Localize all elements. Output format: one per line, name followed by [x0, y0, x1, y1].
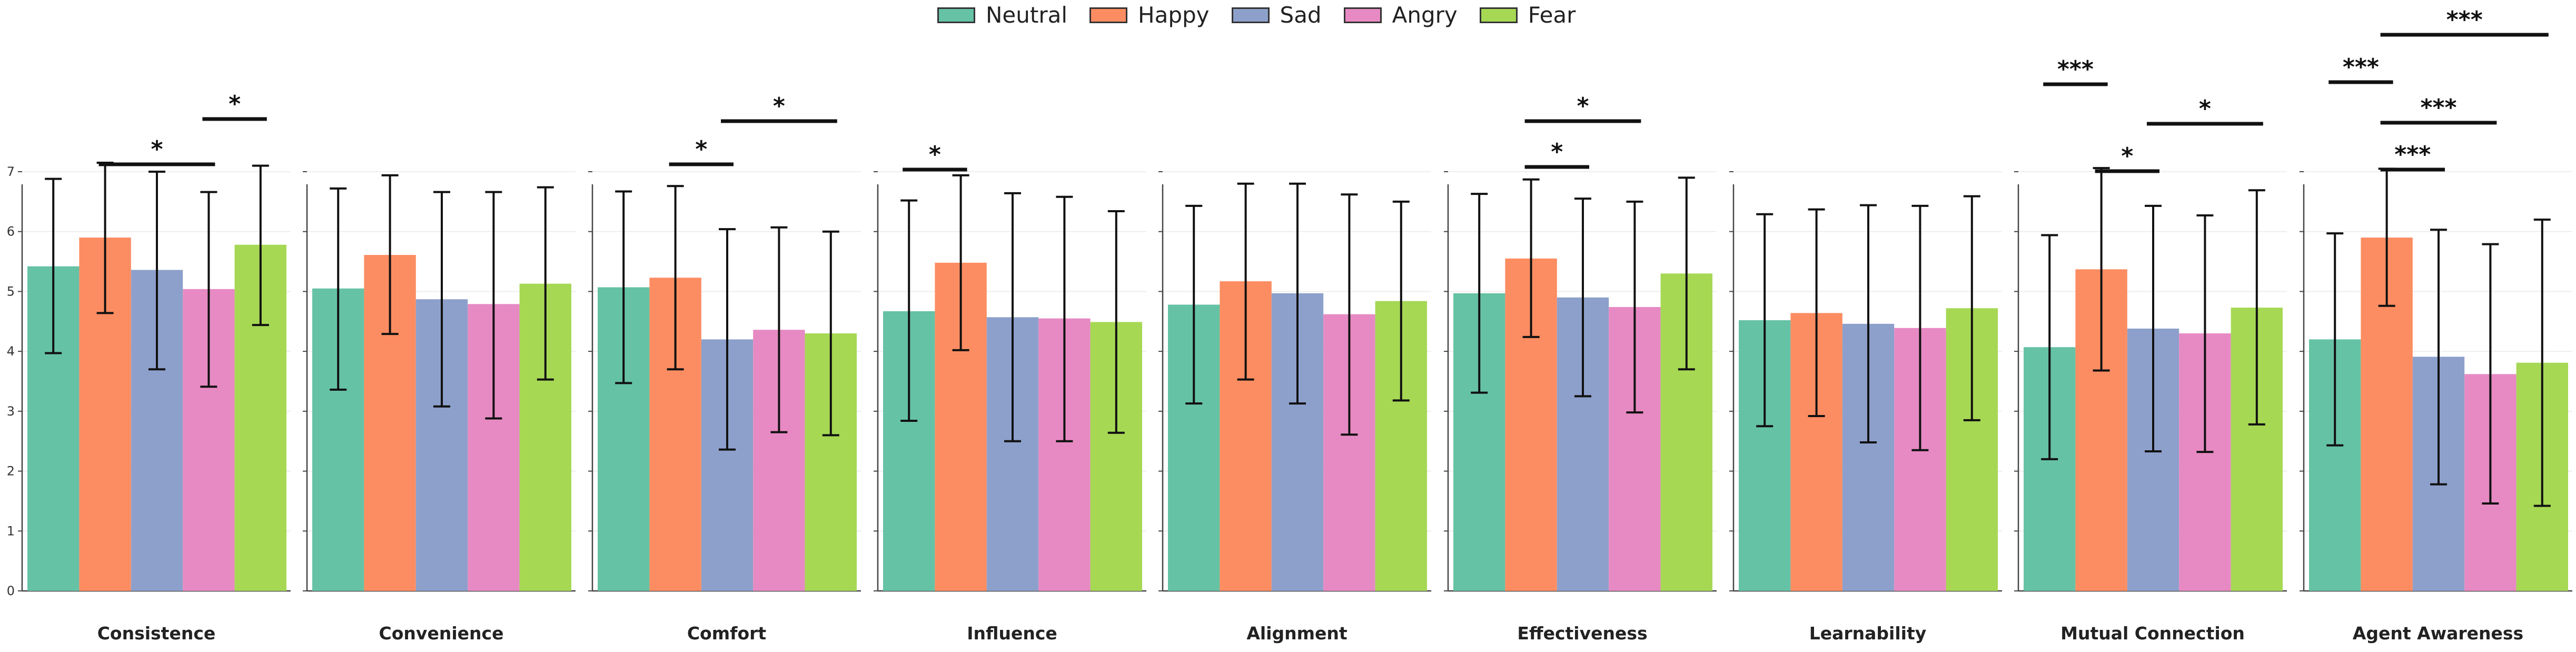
legend-label-happy: Happy [1138, 2, 1210, 28]
legend-item-angry: Angry [1343, 2, 1458, 28]
comfort-panel-title: Comfort [687, 623, 767, 644]
comfort-significance-label: * [695, 136, 707, 163]
agent-awareness-significance-label: *** [2420, 94, 2456, 121]
y-tick-label-4: 4 [7, 344, 15, 359]
comfort-significance-label: * [773, 93, 785, 120]
mutual-connection-significance-label: *** [2057, 56, 2094, 83]
agent-awareness-significance-label: *** [2343, 54, 2379, 81]
consistence-panel-title: Consistence [97, 623, 216, 644]
influence-panel-title: Influence [967, 623, 1057, 644]
legend-item-neutral: Neutral [937, 2, 1067, 28]
consistence-significance-label: * [151, 136, 163, 163]
legend-swatch-neutral [937, 7, 975, 23]
y-tick-label-7: 7 [7, 164, 15, 179]
legend-swatch-angry [1343, 7, 1382, 23]
consistence-significance-label: * [229, 91, 241, 117]
legend-item-fear: Fear [1479, 2, 1576, 28]
agent-awareness-significance-label: *** [2446, 6, 2483, 33]
y-tick-label-3: 3 [7, 404, 15, 419]
agent-awareness-significance-label: *** [2394, 141, 2431, 168]
legend-swatch-sad [1231, 7, 1270, 23]
effectiveness-significance-label: * [1577, 93, 1589, 120]
legend-label-fear: Fear [1528, 2, 1576, 28]
legend-swatch-fear [1479, 7, 1518, 23]
legend-label-sad: Sad [1280, 2, 1322, 28]
effectiveness-panel-title: Effectiveness [1517, 623, 1647, 644]
mutual-connection-significance-label: * [2121, 143, 2133, 170]
legend-label-angry: Angry [1392, 2, 1458, 28]
y-tick-label-2: 2 [7, 464, 15, 479]
y-tick-label-5: 5 [7, 284, 15, 299]
legend-item-sad: Sad [1231, 2, 1322, 28]
agent-awareness-panel-title: Agent Awareness [2353, 623, 2523, 644]
convenience-panel-title: Convenience [379, 623, 504, 644]
influence-significance-label: * [929, 141, 941, 168]
y-tick-label-0: 0 [7, 584, 15, 598]
learnability-panel-title: Learnability [1809, 623, 1927, 644]
legend: Neutral Happy Sad Angry Fear [937, 2, 1598, 28]
legend-swatch-happy [1089, 7, 1128, 23]
mutual-connection-panel-title: Mutual Connection [2060, 623, 2245, 644]
legend-label-neutral: Neutral [986, 2, 1068, 28]
effectiveness-significance-label: * [1551, 139, 1563, 165]
y-tick-label-6: 6 [7, 224, 15, 239]
legend-item-happy: Happy [1089, 2, 1210, 28]
alignment-panel-title: Alignment [1246, 623, 1348, 644]
y-tick-label-1: 1 [7, 523, 15, 538]
mutual-connection-significance-label: * [2199, 95, 2211, 122]
